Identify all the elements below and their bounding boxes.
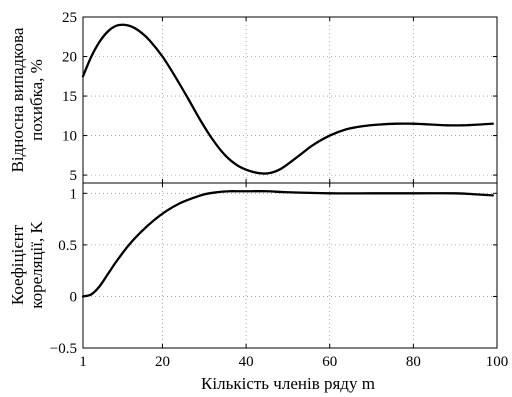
plot-frame bbox=[82, 182, 498, 349]
y-tick-label: 0.5 bbox=[58, 238, 77, 254]
y-tick-label: 25 bbox=[62, 10, 77, 26]
x-tick-label: 80 bbox=[406, 354, 421, 370]
plot-frame bbox=[82, 16, 498, 184]
x-tick-label: 1 bbox=[79, 354, 87, 370]
y-tick-label: 1 bbox=[70, 186, 78, 202]
x-tick-label: 60 bbox=[322, 354, 337, 370]
y-tick-label: 10 bbox=[62, 129, 77, 145]
y-tick-label: 15 bbox=[62, 89, 77, 105]
x-axis-label: Кількість членів ряду m bbox=[201, 374, 375, 393]
y-axis-label: Відносна випадковапохибка, % bbox=[8, 27, 46, 172]
y-tick-label: −0.5 bbox=[50, 341, 77, 357]
y-axis-label-line: Відносна випадкова bbox=[8, 27, 27, 172]
x-tick-label: 40 bbox=[239, 354, 254, 370]
y-axis-label-line: кореляції, K bbox=[27, 221, 46, 309]
y-axis-label-line: Коефіцієнт bbox=[8, 224, 27, 305]
y-axis-label-line: похибка, % bbox=[27, 59, 46, 141]
x-tick-label: 100 bbox=[486, 354, 509, 370]
series-line bbox=[81, 190, 494, 298]
x-tick-label: 20 bbox=[155, 354, 170, 370]
series-line bbox=[81, 23, 494, 175]
y-axis-label: Коефіцієнткореляції, K bbox=[8, 221, 46, 309]
y-tick-label: 0 bbox=[70, 289, 78, 305]
bottom-panel-correlation: 1 20 40 60 80 100 −0.5 0 0.5 1 Коефіцієнткореляції… bbox=[8, 182, 509, 370]
y-tick-label: 5 bbox=[70, 168, 78, 184]
top-panel-error: 5 10 15 20 25 Відносна випадковапохибка, % bbox=[8, 10, 498, 184]
y-tick-label: 20 bbox=[62, 50, 77, 66]
